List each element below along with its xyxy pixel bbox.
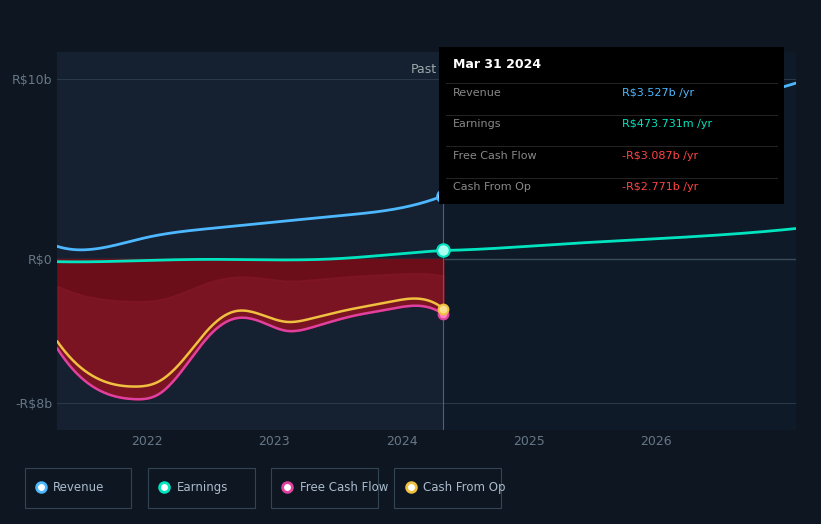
Text: Past: Past (411, 63, 437, 76)
Text: Mar 31 2024: Mar 31 2024 (453, 58, 541, 71)
Text: Free Cash Flow: Free Cash Flow (453, 151, 537, 161)
Text: Analysts Forecasts: Analysts Forecasts (450, 63, 566, 76)
Text: Free Cash Flow: Free Cash Flow (300, 481, 388, 494)
Text: -R$2.771b /yr: -R$2.771b /yr (622, 182, 698, 192)
Text: Earnings: Earnings (177, 481, 228, 494)
Text: Earnings: Earnings (453, 119, 502, 129)
Text: Cash From Op: Cash From Op (423, 481, 505, 494)
Text: -R$3.087b /yr: -R$3.087b /yr (622, 151, 698, 161)
Bar (57, 52, 443, 430)
Text: R$3.527b /yr: R$3.527b /yr (622, 88, 694, 98)
Text: Cash From Op: Cash From Op (453, 182, 531, 192)
Text: Revenue: Revenue (453, 88, 502, 98)
Text: Revenue: Revenue (53, 481, 105, 494)
Text: R$473.731m /yr: R$473.731m /yr (622, 119, 712, 129)
